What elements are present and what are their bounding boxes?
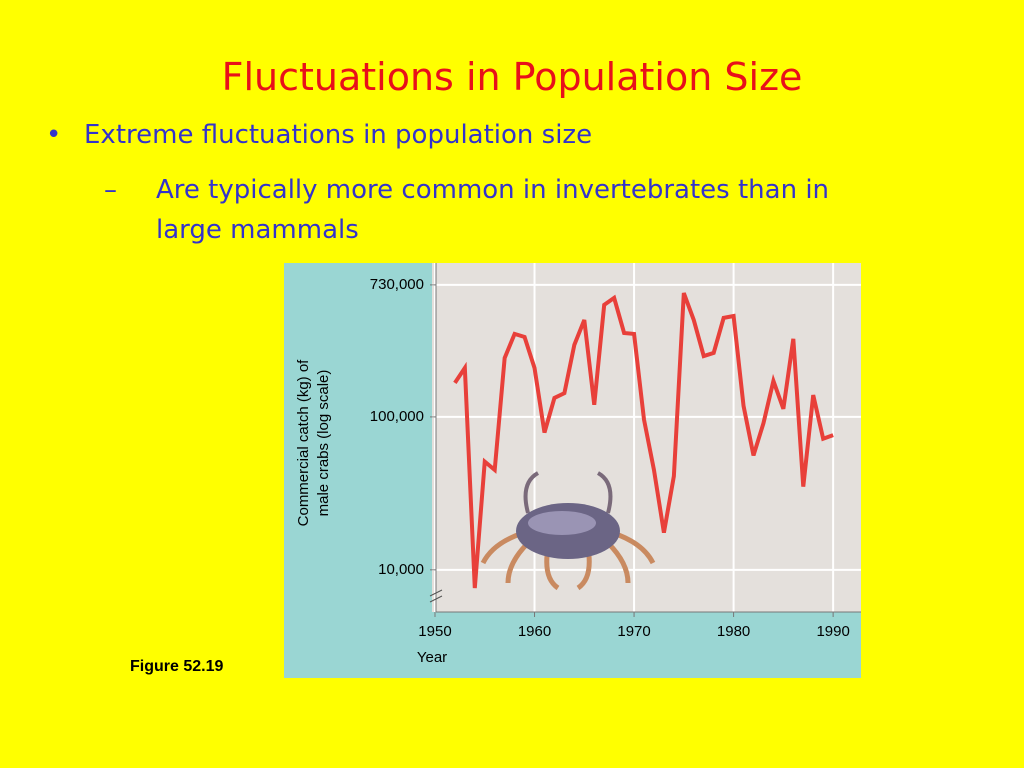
y-axis-title: Commercial catch (kg) of	[295, 359, 312, 527]
chart: Year Commercial catch (kg) of male crabs…	[284, 263, 861, 678]
data-line	[453, 292, 834, 589]
axis-break	[429, 589, 443, 603]
bullet: Extreme fluctuations in population size	[46, 120, 592, 150]
x-axis-title: Year	[417, 649, 447, 666]
slide-title: Fluctuations in Population Size	[221, 55, 803, 99]
x-tick-label: 1970	[617, 623, 650, 640]
caption: Figure 52.19	[130, 658, 224, 675]
x-tick-label: 1990	[816, 623, 849, 640]
y-tick-label: 100,000	[370, 408, 424, 425]
x-tick-label: 1980	[717, 623, 750, 640]
y-axis-title: male crabs (log scale)	[315, 370, 332, 517]
x-tick-label: 1960	[518, 623, 551, 640]
y-tick-label: 730,000	[370, 276, 424, 293]
grid	[432, 263, 861, 612]
x-tick-label: 1950	[418, 623, 451, 640]
sub-bullet: Are typically more common in invertebrat…	[104, 170, 876, 250]
y-tick-label: 10,000	[378, 561, 424, 578]
crab	[480, 471, 656, 591]
